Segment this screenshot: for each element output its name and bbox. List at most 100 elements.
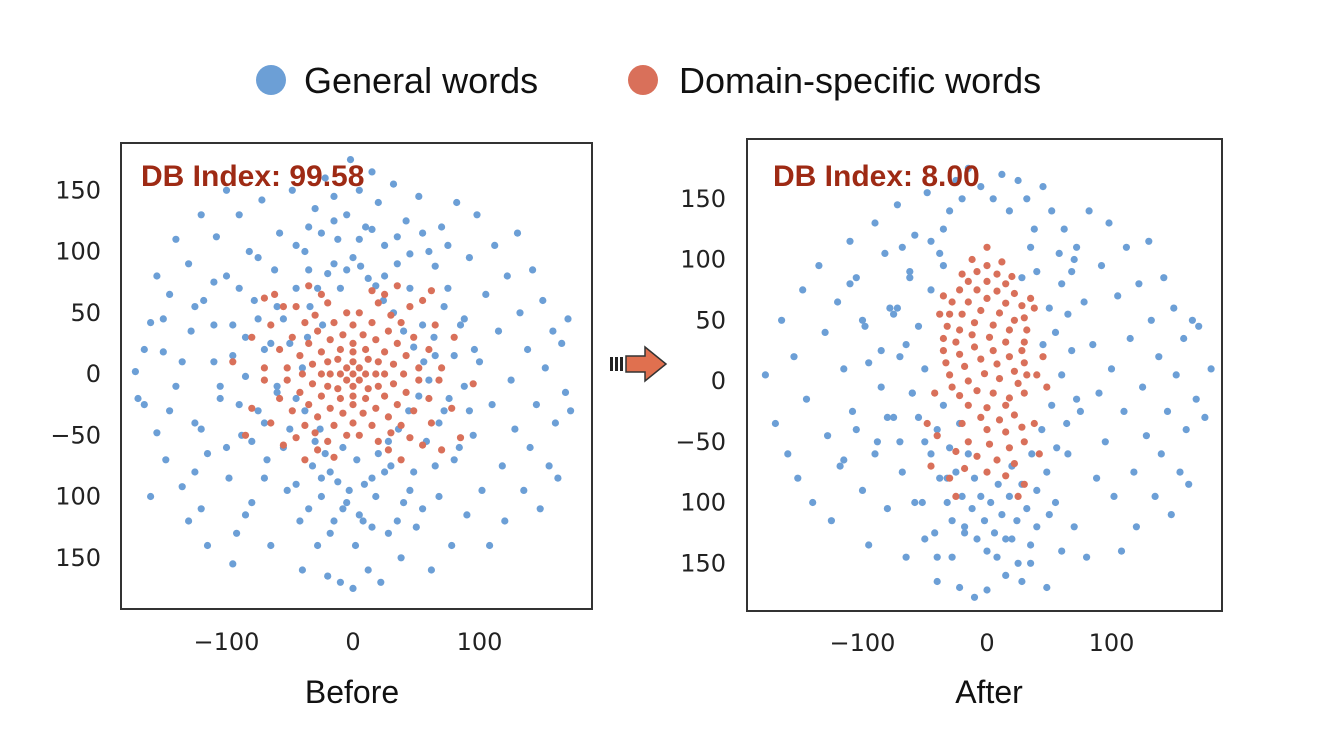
general-word-point (1033, 486, 1041, 494)
general-word-point (187, 327, 195, 335)
general-word-point (1207, 365, 1215, 373)
general-word-point (330, 517, 338, 525)
y-tick-label: 100 (680, 246, 726, 274)
general-word-point (936, 474, 944, 482)
general-word-point (1055, 249, 1063, 257)
general-word-point (852, 274, 860, 282)
general-word-point (321, 450, 329, 458)
domain-word-point (983, 404, 991, 412)
general-word-point (402, 217, 410, 225)
general-word-point (921, 535, 929, 543)
general-word-point (890, 413, 898, 421)
general-word-point (343, 499, 351, 507)
general-word-point (488, 401, 496, 409)
general-word-point (1176, 468, 1184, 476)
general-word-point (902, 341, 910, 349)
general-word-point (516, 309, 524, 317)
domain-word-point (362, 394, 370, 403)
general-word-point (1160, 274, 1168, 282)
general-word-point (513, 229, 522, 237)
general-word-point (229, 321, 237, 329)
domain-word-point (402, 388, 410, 396)
general-word-point (311, 205, 319, 213)
domain-word-point (958, 270, 966, 278)
general-word-point (343, 211, 351, 219)
domain-word-point (1018, 302, 1026, 310)
general-word-point (896, 438, 904, 446)
general-word-point (210, 358, 218, 366)
domain-word-point (946, 474, 954, 482)
general-word-point (933, 577, 941, 586)
general-word-point (317, 229, 325, 237)
domain-word-point (355, 431, 363, 439)
general-word-point (881, 249, 889, 257)
general-word-point (384, 437, 392, 445)
domain-word-point (995, 375, 1004, 383)
general-word-point (1192, 395, 1200, 403)
domain-word-point (958, 419, 966, 428)
general-word-point (159, 315, 167, 323)
general-word-point (140, 345, 148, 354)
general-word-point (1101, 438, 1109, 446)
general-word-point (292, 394, 300, 403)
y-tick-label: 0 (86, 360, 101, 388)
general-word-point (453, 198, 461, 207)
general-word-point (248, 437, 256, 445)
general-word-point (470, 345, 478, 354)
general-word-point (501, 517, 509, 525)
general-word-point (551, 419, 560, 427)
general-word-point (153, 272, 161, 280)
general-word-point (415, 192, 423, 200)
domain-word-point (267, 419, 275, 427)
domain-word-point (939, 334, 948, 343)
domain-word-point (343, 364, 351, 372)
plot-frame-after (746, 138, 1223, 612)
general-word-point (178, 483, 186, 491)
general-word-point (260, 419, 268, 427)
domain-word-point (956, 392, 964, 400)
x-axis-label-before: Before (305, 674, 399, 710)
domain-word-point (964, 277, 972, 285)
general-word-point (172, 382, 180, 390)
general-word-point (197, 505, 205, 513)
general-word-point (958, 492, 966, 500)
domain-word-point (968, 255, 976, 264)
domain-word-point (349, 358, 357, 366)
domain-word-point (973, 452, 981, 460)
general-word-point (858, 486, 867, 494)
domain-word-point (1033, 371, 1041, 379)
general-word-point (271, 266, 279, 274)
general-word-point (235, 401, 243, 409)
domain-word-point (276, 394, 284, 403)
general-word-point (419, 505, 427, 513)
domain-word-point (349, 339, 357, 347)
domain-word-point (397, 421, 405, 429)
domain-word-point (1014, 379, 1022, 387)
general-word-point (425, 376, 433, 384)
general-word-point (288, 186, 296, 194)
general-word-point (254, 407, 262, 415)
general-word-point (1157, 450, 1165, 458)
domain-word-point (939, 347, 948, 355)
general-word-point (1045, 510, 1053, 519)
domain-word-point (1030, 419, 1038, 428)
domain-word-point (317, 370, 325, 378)
general-word-point (961, 523, 969, 531)
general-word-point (1051, 328, 1060, 336)
domain-word-point (324, 299, 332, 307)
domain-word-point (985, 333, 994, 341)
general-word-point (1070, 255, 1078, 264)
domain-word-point (1010, 289, 1019, 298)
general-word-point (353, 456, 361, 464)
general-word-point (1018, 274, 1026, 282)
domain-word-point (393, 282, 401, 290)
general-word-point (883, 505, 892, 513)
general-word-point (384, 529, 392, 537)
general-word-point (303, 333, 312, 341)
general-word-point (970, 474, 979, 482)
domain-word-point (336, 345, 344, 354)
general-word-point (1167, 510, 1175, 519)
general-word-point (455, 443, 463, 452)
domain-word-point (336, 370, 344, 378)
domain-word-point (334, 355, 342, 363)
